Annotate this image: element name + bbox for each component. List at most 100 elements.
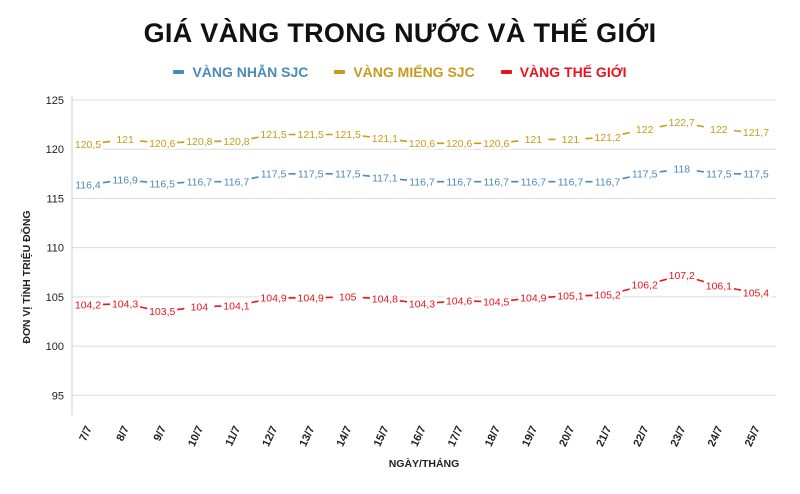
y-axis-label: ĐƠN VỊ TÍNH TRIỆU ĐỒNG xyxy=(20,210,33,343)
data-label-nhan-sjc: 116,7 xyxy=(558,176,584,188)
data-label-bg xyxy=(481,294,512,308)
legend-item-mieng-sjc: VÀNG MIẾNG SJC xyxy=(334,64,475,80)
x-tick-label: 23/7 xyxy=(669,424,689,448)
data-label-bg xyxy=(629,122,660,136)
x-tick-label: 19/7 xyxy=(520,424,540,448)
data-label-bg xyxy=(369,291,400,305)
data-label-bg xyxy=(73,177,103,191)
data-label-the-gioi: 104,9 xyxy=(298,292,324,304)
data-label-mieng-sjc: 120,8 xyxy=(186,136,212,148)
data-label-the-gioi: 104,3 xyxy=(409,298,435,310)
legend-label-mieng-sjc: VÀNG MIẾNG SJC xyxy=(353,64,475,80)
legend-swatch-the-gioi xyxy=(500,70,512,74)
data-label-bg xyxy=(481,174,512,188)
data-label-bg xyxy=(73,137,103,151)
x-tick-label: 13/7 xyxy=(297,424,317,448)
data-label-bg xyxy=(629,166,660,180)
data-label-the-gioi: 105,4 xyxy=(743,288,769,300)
x-axis-label: NGÀY/THÁNG xyxy=(389,457,460,470)
data-label-bg xyxy=(369,131,400,145)
data-label-the-gioi: 104,6 xyxy=(446,295,472,307)
data-label-nhan-sjc: 116,5 xyxy=(149,178,175,190)
legend-item-the-gioi: VÀNG THẾ GIỚI xyxy=(500,64,627,80)
x-tick-label: 25/7 xyxy=(743,424,763,448)
data-label-mieng-sjc: 120,6 xyxy=(149,138,175,150)
data-label-mieng-sjc: 120,6 xyxy=(446,138,472,150)
data-label-mieng-sjc: 120,5 xyxy=(75,139,101,151)
x-tick-label: 9/7 xyxy=(152,424,169,443)
data-label-nhan-sjc: 118 xyxy=(673,164,690,176)
x-tick-label: 16/7 xyxy=(409,424,429,448)
chart-title: GIÁ VÀNG TRONG NƯỚC VÀ THẾ GIỚI xyxy=(143,18,657,48)
data-label-the-gioi: 106,1 xyxy=(706,281,732,293)
data-label-mieng-sjc: 121,5 xyxy=(260,129,286,141)
data-label-the-gioi: 104,9 xyxy=(260,292,286,304)
data-label-nhan-sjc: 117,5 xyxy=(298,168,324,180)
x-tick-label: 22/7 xyxy=(631,424,651,448)
data-label-the-gioi: 104,9 xyxy=(520,292,546,304)
data-label-bg xyxy=(332,127,363,141)
data-label-the-gioi: 103,5 xyxy=(149,306,175,318)
data-label-bg xyxy=(741,125,771,139)
data-label-bg xyxy=(369,170,400,184)
x-tick-label: 11/7 xyxy=(223,424,243,448)
x-tick-label: 17/7 xyxy=(446,424,466,448)
data-label-bg xyxy=(407,136,437,150)
data-label-bg xyxy=(666,115,697,129)
data-label-bg xyxy=(555,132,586,146)
data-label-nhan-sjc: 117,1 xyxy=(372,172,398,184)
data-label-the-gioi: 105 xyxy=(339,291,357,303)
data-label-nhan-sjc: 116,7 xyxy=(595,176,621,188)
data-label-bg xyxy=(592,130,623,144)
data-label-bg xyxy=(666,268,697,282)
data-label-nhan-sjc: 117,5 xyxy=(743,168,769,180)
data-label-bg xyxy=(407,296,437,310)
legend-swatch-nhan-sjc xyxy=(173,70,185,74)
data-label-mieng-sjc: 121,1 xyxy=(372,133,398,145)
data-label-the-gioi: 105,1 xyxy=(557,290,583,302)
data-label-the-gioi: 104,5 xyxy=(483,296,509,308)
data-label-mieng-sjc: 122,7 xyxy=(669,117,695,129)
data-label-nhan-sjc: 116,7 xyxy=(409,176,435,188)
y-tick-label: 120 xyxy=(46,144,64,156)
data-label-nhan-sjc: 116,4 xyxy=(75,179,101,191)
data-label-bg xyxy=(258,127,289,141)
legend-label-the-gioi: VÀNG THẾ GIỚI xyxy=(519,64,627,80)
data-label-bg xyxy=(110,132,141,146)
data-label-bg xyxy=(518,174,549,188)
data-label-bg xyxy=(147,304,178,318)
data-label-bg xyxy=(741,166,771,180)
data-label-bg xyxy=(518,132,549,146)
data-label-nhan-sjc: 116,7 xyxy=(224,176,250,188)
y-tick-label: 110 xyxy=(46,243,64,255)
data-label-mieng-sjc: 120,6 xyxy=(483,138,509,150)
data-label-nhan-sjc: 116,7 xyxy=(483,176,509,188)
data-label-nhan-sjc: 117,5 xyxy=(632,168,658,180)
data-label-the-gioi: 107,2 xyxy=(669,270,695,282)
data-label-bg xyxy=(295,127,326,141)
x-axis-ticks: 7/7 8/7 9/7 10/7 11/7 12/7 13/7 14/7 15/7 16/7 17/… xyxy=(77,424,762,448)
data-label-mieng-sjc: 120,8 xyxy=(223,136,249,148)
data-label-nhan-sjc: 116,7 xyxy=(446,176,472,188)
data-label-bg xyxy=(221,174,252,188)
data-label-bg xyxy=(555,288,586,302)
data-label-bg xyxy=(221,134,252,148)
data-label-the-gioi: 104,8 xyxy=(372,293,398,305)
data-label-bg xyxy=(407,174,437,188)
data-label-the-gioi: 104 xyxy=(191,301,209,313)
data-label-bg xyxy=(666,161,697,175)
data-label-bg xyxy=(703,122,734,136)
data-label-mieng-sjc: 121 xyxy=(562,134,580,146)
legend-swatch-mieng-sjc xyxy=(334,70,346,74)
data-label-the-gioi: 104,2 xyxy=(75,299,101,311)
data-label-bg xyxy=(110,296,141,310)
data-label-bg xyxy=(703,279,734,293)
data-label-bg xyxy=(73,297,103,311)
data-label-bg xyxy=(147,176,178,190)
data-label-mieng-sjc: 120,6 xyxy=(409,138,435,150)
legend-label-nhan-sjc: VÀNG NHẪN SJC xyxy=(192,64,309,80)
x-tick-label: 14/7 xyxy=(335,424,355,448)
data-label-bg xyxy=(481,136,512,150)
legend-item-nhan-sjc: VÀNG NHẪN SJC xyxy=(173,64,308,80)
